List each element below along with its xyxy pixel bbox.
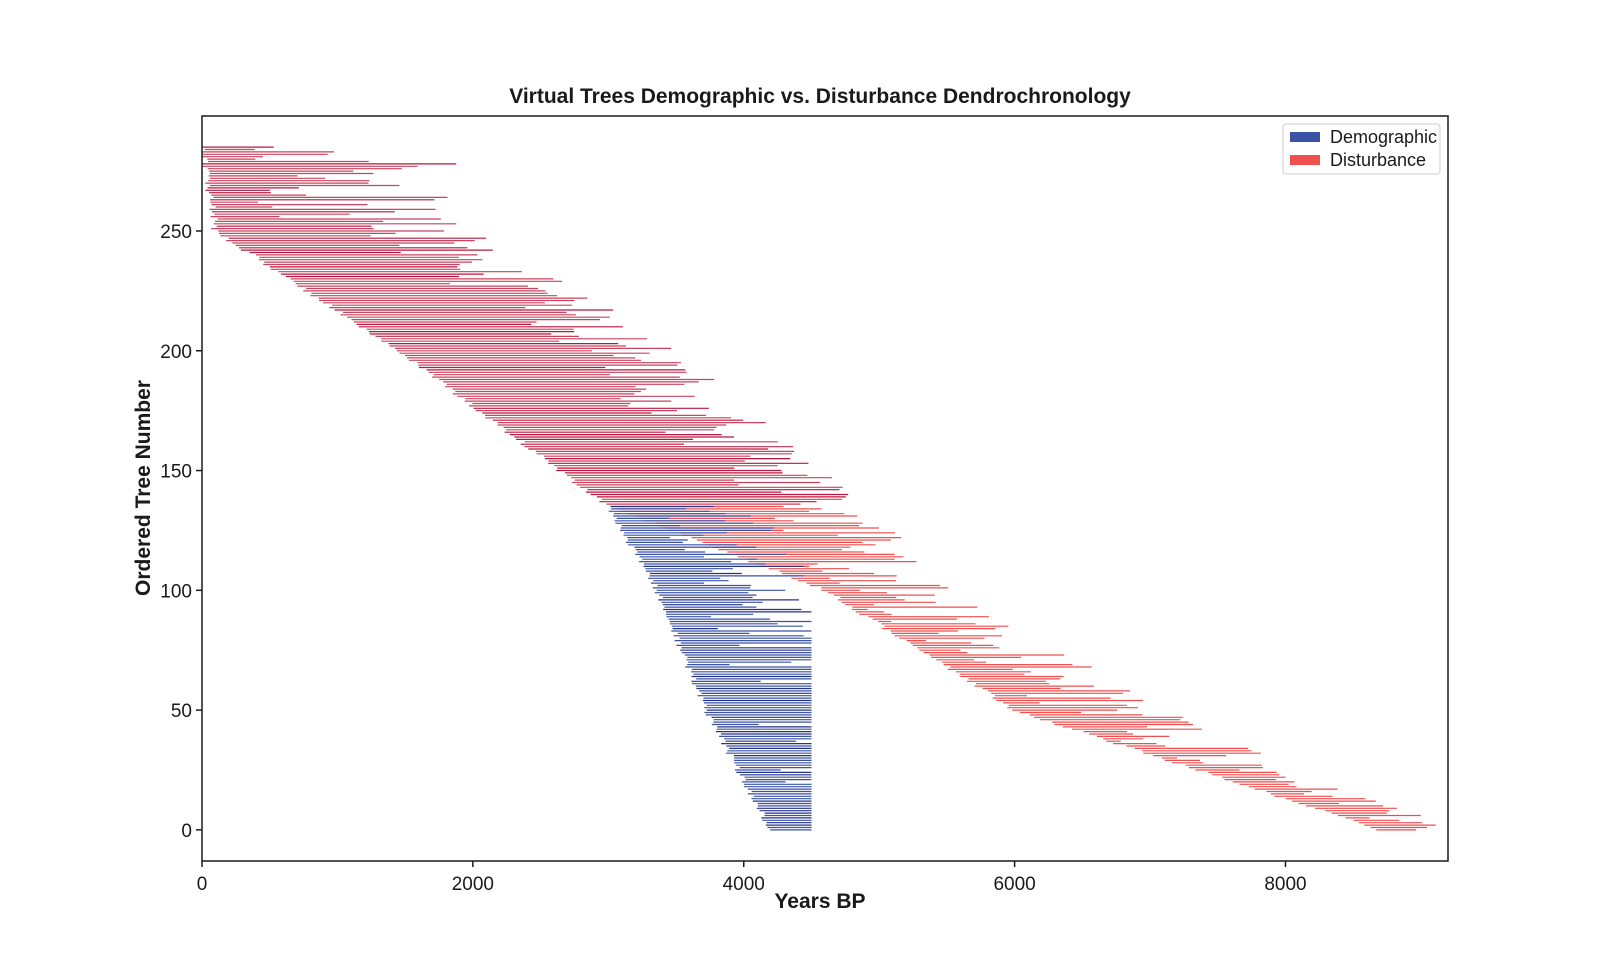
y-tick-label: 0: [181, 821, 192, 842]
legend-box: [1282, 123, 1441, 175]
plot-frame: [201, 115, 1449, 862]
x-axis: 0 2000 4000 6000 8000: [197, 861, 1307, 895]
x-tick-label: 0: [197, 874, 208, 895]
legend-swatch-disturbance: [1290, 155, 1320, 165]
chart-title: Virtual Trees Demographic vs. Disturbanc…: [509, 85, 1131, 108]
y-tick-label: 150: [160, 462, 192, 483]
x-tick-label: 2000: [452, 874, 494, 895]
legend-label-disturbance: Disturbance: [1330, 150, 1426, 170]
legend-label-demographic: Demographic: [1330, 127, 1437, 147]
x-axis-title: Years BP: [774, 890, 865, 913]
y-tick-label: 100: [160, 581, 192, 602]
y-tick-label: 250: [160, 222, 192, 243]
y-axis-title: Ordered Tree Number: [132, 380, 155, 596]
y-axis: 0 50 100 150 200 250: [160, 222, 202, 842]
y-tick-label: 200: [160, 342, 192, 363]
x-tick-label: 6000: [993, 874, 1035, 895]
x-tick-label: 4000: [723, 874, 765, 895]
legend-swatch-demographic: [1290, 132, 1320, 142]
x-tick-label: 8000: [1264, 874, 1306, 895]
legend: Demographic Disturbance: [1282, 123, 1441, 175]
tree-bars: [202, 146, 1436, 831]
y-tick-label: 50: [171, 701, 192, 722]
